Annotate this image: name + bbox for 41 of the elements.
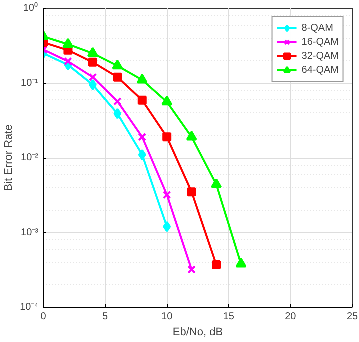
y-tick-label: 10⁻² bbox=[21, 152, 40, 164]
x-tick-label: 10 bbox=[162, 312, 174, 322]
point bbox=[64, 57, 72, 66]
point bbox=[186, 130, 198, 141]
point bbox=[236, 258, 247, 268]
point bbox=[88, 79, 97, 90]
legend-label: 8-QAM bbox=[302, 22, 334, 35]
point bbox=[62, 38, 74, 48]
x-tick-label: 25 bbox=[346, 312, 358, 322]
point bbox=[136, 74, 148, 84]
point bbox=[113, 72, 122, 82]
point bbox=[88, 73, 98, 82]
point bbox=[138, 132, 147, 142]
y-tick-label: 10⁻³ bbox=[21, 227, 40, 238]
point bbox=[162, 190, 172, 200]
point bbox=[112, 60, 124, 70]
point bbox=[113, 97, 122, 106]
point bbox=[162, 96, 173, 106]
point bbox=[188, 266, 196, 274]
y-tick-label: 10⁻⁴ bbox=[20, 302, 38, 313]
y-tick-label: 10⁻¹ bbox=[21, 78, 40, 89]
x-tick-label: 0 bbox=[40, 312, 47, 322]
point bbox=[162, 132, 172, 142]
point bbox=[163, 221, 172, 232]
legend-label: 16-QAM bbox=[302, 36, 339, 49]
x-tick-label: 20 bbox=[285, 312, 297, 322]
x-tick-label: 5 bbox=[102, 312, 109, 322]
legend-label: 32-QAM bbox=[302, 50, 339, 63]
point bbox=[138, 149, 146, 160]
point bbox=[88, 58, 98, 67]
point bbox=[114, 108, 122, 120]
point bbox=[211, 178, 222, 188]
y-axis-title: Bit Error Rate bbox=[3, 124, 16, 192]
x-axis-title: Eb/No, dB bbox=[172, 326, 224, 338]
x-tick-label: 15 bbox=[223, 312, 235, 322]
point bbox=[138, 96, 147, 105]
point bbox=[212, 260, 222, 270]
point bbox=[87, 47, 98, 58]
y-tick-label: 10⁰ bbox=[23, 2, 38, 14]
legend-label: 64-QAM bbox=[302, 64, 339, 77]
point bbox=[187, 188, 196, 197]
